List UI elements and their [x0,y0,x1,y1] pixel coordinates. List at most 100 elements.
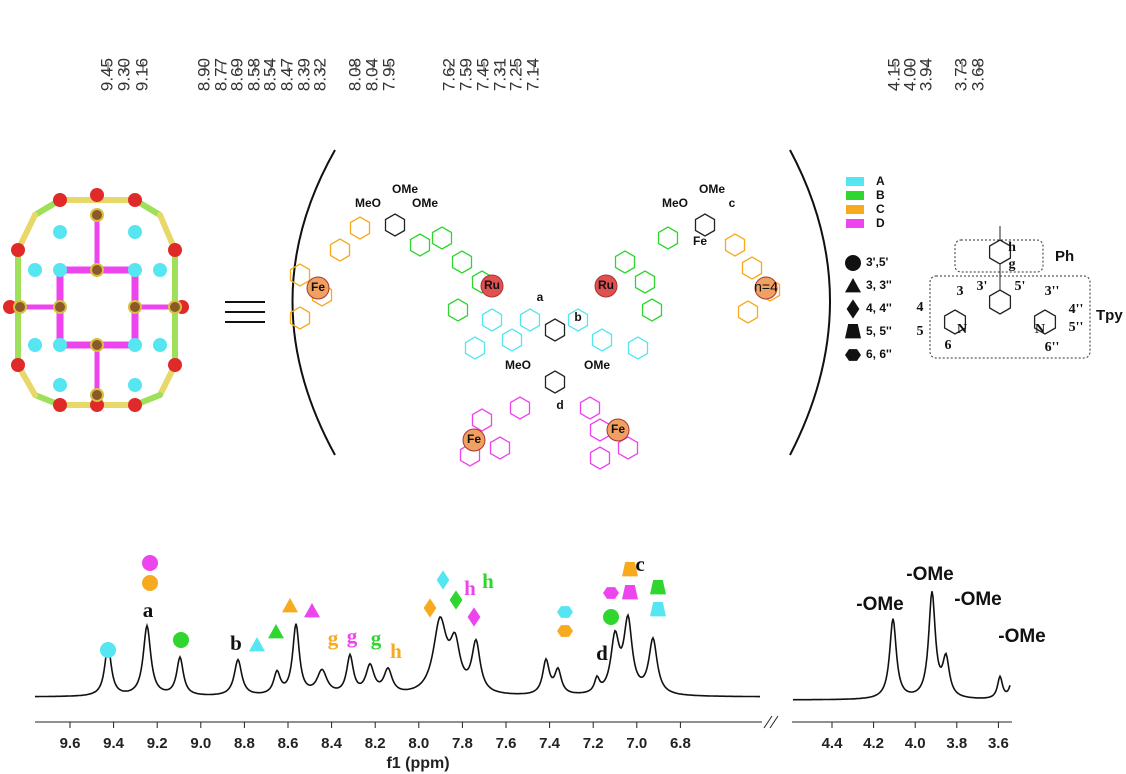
proton-symbol [650,580,666,594]
peak-annotation: g [328,626,339,650]
legend-label: B [876,188,885,202]
structure-label: Fe [693,234,707,248]
proton-symbol [304,603,320,617]
peak-label: 3.68 [968,58,987,91]
proton-symbol [142,555,158,571]
x-tick-label: 7.2 [583,735,604,752]
legend-symbol [845,324,861,338]
tpy-label: Tpy [1096,307,1123,324]
ring [483,309,502,331]
ring [591,447,610,469]
proton-symbol [603,587,619,599]
ring [491,437,510,459]
model-node [28,263,42,277]
ph-label: Ph [1055,248,1074,265]
structure-label: Fe [611,422,625,436]
model-node [128,225,142,239]
x-tick-label: 8.0 [408,735,429,752]
ring [739,301,758,323]
ring [643,299,662,321]
right-paren [790,150,830,455]
x-tick-label: 7.6 [496,735,517,752]
structure-label: OMe [584,358,610,372]
peak-label: 9.30 [114,58,133,91]
model-node [128,263,142,277]
structure-label: MeO [662,196,688,210]
ring [616,251,635,273]
legend-swatch [846,219,864,228]
ring [466,337,485,359]
ring [386,214,405,236]
proton-symbol [424,598,437,617]
ligand-label: g [1009,257,1016,272]
ring [453,251,472,273]
structure-label: Ru [484,278,500,292]
peak-annotation: h [390,639,402,663]
model-node [11,358,25,372]
legend-symbol [845,349,861,361]
structure-label: n=4 [754,279,778,295]
model-node [53,263,67,277]
figure: Ph Tpy f1 (ppm) 9.459.309.168.908.778.69… [0,0,1126,774]
ring [629,337,648,359]
model-node [91,389,103,401]
model-node [91,264,103,276]
ligand-label: N [1035,322,1045,337]
model-node [91,339,103,351]
proton-symbol [282,598,298,612]
peak-annotation: c [635,552,644,576]
structure-label: Ru [598,278,614,292]
proton-symbol [100,642,116,658]
x-axis-label: f1 (ppm) [386,755,449,772]
model-node [90,188,104,202]
x-tick-label: 3.6 [988,735,1009,752]
ring [411,234,430,256]
model-node [128,338,142,352]
ligand-label: 3'' [1045,284,1060,299]
model-node [129,301,141,313]
structure-label: c [729,196,736,210]
ring [473,409,492,431]
structure-label: Fe [467,432,481,446]
ring [433,227,452,249]
model-node [128,193,142,207]
model-node [53,398,67,412]
x-tick-label: 3.8 [946,735,967,752]
ring [743,257,762,279]
model-node [14,301,26,313]
ring [331,239,350,261]
model-node [153,338,167,352]
legend-swatch [846,177,864,186]
model-node [28,338,42,352]
model-node [11,243,25,257]
legend-label: 3',5' [866,255,889,269]
ligand-label: 6 [945,338,952,353]
model-node [128,378,142,392]
structure-label: MeO [505,358,531,372]
ligand-label: 3' [977,279,988,294]
ring [503,329,522,351]
peak-label: 3.94 [916,58,935,91]
proton-symbol [173,632,189,648]
peak-annotation: a [143,598,154,622]
x-tick-label: 7.8 [452,735,473,752]
structure-label: OMe [699,182,725,196]
x-tick-label: 8.6 [278,735,299,752]
proton-symbol [450,590,463,609]
model [3,188,189,412]
ome-annotation: -OMe [998,626,1046,647]
ligand-label: 4 [917,300,924,315]
x-tick-label: 9.4 [103,735,125,752]
model-node [54,301,66,313]
x-tick-label: 7.0 [626,735,647,752]
ring [546,319,565,341]
peak-annotation: h [482,569,494,593]
ring [696,214,715,236]
ring [726,234,745,256]
structure-label: OMe [392,182,418,196]
ring [449,299,468,321]
ring [351,217,370,239]
x-tick-label: 4.4 [822,735,844,752]
legend-label: A [876,174,885,188]
model-node [153,263,167,277]
